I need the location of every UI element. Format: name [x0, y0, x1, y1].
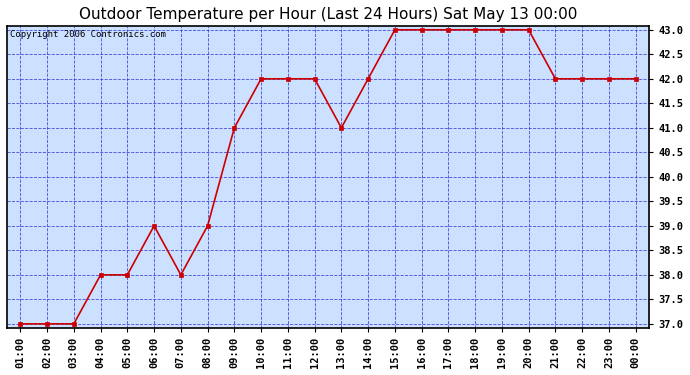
Text: Copyright 2006 Contronics.com: Copyright 2006 Contronics.com [10, 30, 166, 39]
Title: Outdoor Temperature per Hour (Last 24 Hours) Sat May 13 00:00: Outdoor Temperature per Hour (Last 24 Ho… [79, 7, 577, 22]
